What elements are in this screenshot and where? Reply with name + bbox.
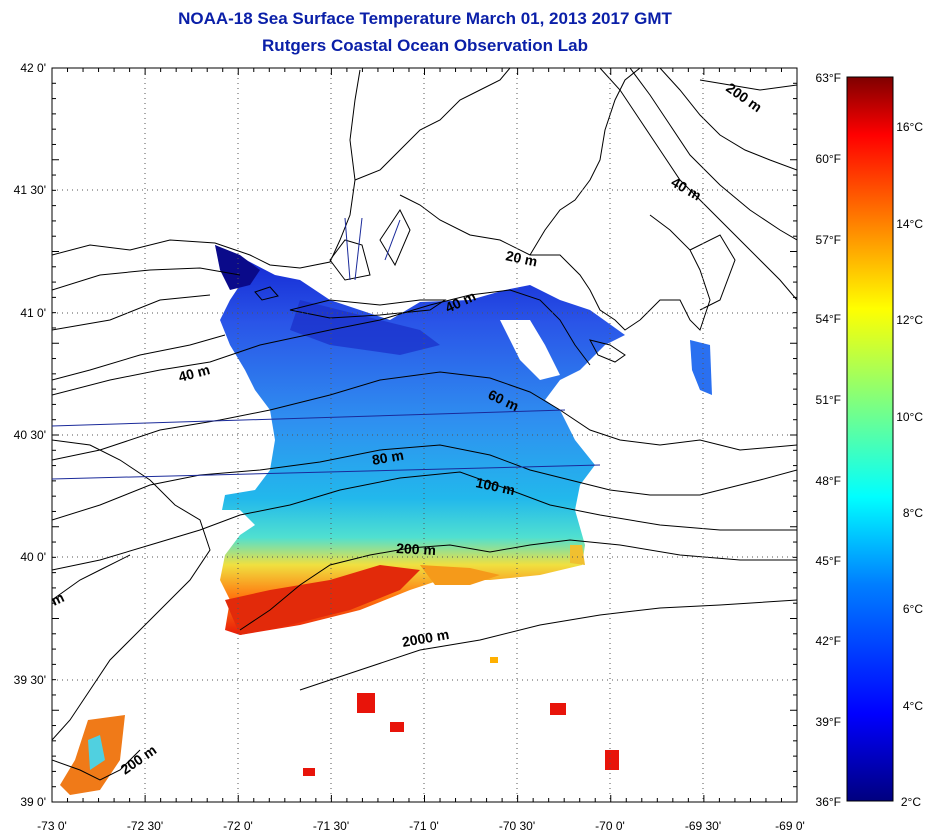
celsius-tick-label: 8°C: [903, 506, 923, 520]
contour-label-20m: 20 m: [504, 247, 539, 269]
colorbar: [846, 76, 894, 802]
fahrenheit-tick-label: 51°F: [816, 393, 841, 407]
celsius-tick-label: 4°C: [903, 699, 923, 713]
celsius-tick-label: 2°C: [901, 795, 921, 809]
fahrenheit-tick-label: 57°F: [816, 233, 841, 247]
fahrenheit-tick-label: 36°F: [816, 795, 841, 809]
celsius-tick-label: 10°C: [896, 410, 923, 424]
lon-tick-label: -72 30': [127, 819, 163, 833]
lat-tick-label: 39 30': [14, 673, 46, 687]
contour-label-40m: 40 m: [177, 361, 212, 385]
longitude-axis: -73 0' -72 30' -72 0' -71 30' -71 0' -70…: [37, 819, 805, 833]
lon-tick-label: -71 0': [409, 819, 439, 833]
lon-tick-label: -72 0': [223, 819, 253, 833]
graticule: [52, 68, 797, 802]
coastline: [52, 68, 736, 741]
map-title: NOAA-18 Sea Surface Temperature March 01…: [178, 9, 672, 28]
lat-tick-label: 41 0': [20, 306, 46, 320]
lat-tick-label: 40 0': [20, 550, 46, 564]
celsius-tick-label: 12°C: [896, 313, 923, 327]
lat-tick-label: 40 30': [14, 428, 46, 442]
contour-label-80m: 80 m: [371, 447, 405, 468]
latitude-axis: 42 0' 41 30' 41 0' 40 30' 40 0' 39 30' 3…: [14, 61, 46, 809]
frame-ticks: [51, 67, 798, 803]
lat-tick-label: 39 0': [20, 795, 46, 809]
lon-tick-label: -69 0': [775, 819, 805, 833]
map-subtitle: Rutgers Coastal Ocean Observation Lab: [262, 36, 588, 55]
celsius-scale: 16°C 14°C 12°C 10°C 8°C 6°C 4°C 2°C: [896, 120, 923, 809]
lat-tick-label: 42 0': [20, 61, 46, 75]
lon-tick-label: -71 30': [313, 819, 349, 833]
bathymetry-contours: [52, 68, 797, 781]
fahrenheit-tick-label: 54°F: [816, 312, 841, 326]
fahrenheit-tick-label: 60°F: [816, 152, 841, 166]
fahrenheit-tick-label: 63°F: [816, 71, 841, 85]
fahrenheit-tick-label: 45°F: [816, 554, 841, 568]
celsius-tick-label: 14°C: [896, 217, 923, 231]
fahrenheit-tick-label: 39°F: [816, 715, 841, 729]
contour-label-200m: 200 m: [396, 540, 436, 558]
track-lines: [52, 217, 601, 480]
lat-tick-label: 41 30': [14, 183, 46, 197]
fahrenheit-tick-label: 48°F: [816, 474, 841, 488]
celsius-tick-label: 6°C: [903, 602, 923, 616]
lon-tick-label: -70 30': [499, 819, 535, 833]
lon-tick-label: -69 30': [685, 819, 721, 833]
celsius-tick-label: 16°C: [896, 120, 923, 134]
lon-tick-label: -73 0': [37, 819, 67, 833]
sst-data-field: [60, 245, 712, 795]
lon-tick-label: -70 0': [595, 819, 625, 833]
fahrenheit-tick-label: 42°F: [816, 634, 841, 648]
fahrenheit-scale: 63°F 60°F 57°F 54°F 51°F 48°F 45°F 42°F …: [816, 71, 841, 809]
